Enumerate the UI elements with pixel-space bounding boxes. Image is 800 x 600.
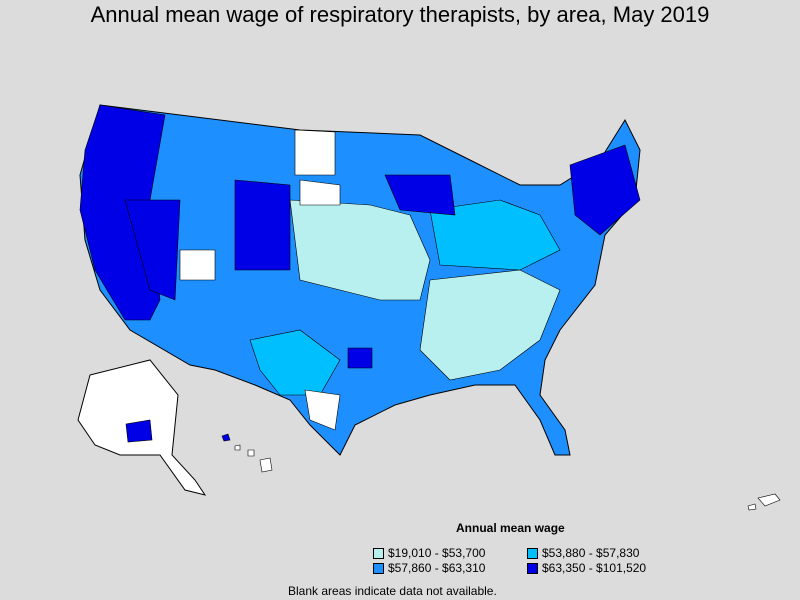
plains-low-wage-region bbox=[289, 199, 431, 301]
legend-label-3: $57,860 - $63,310 bbox=[388, 561, 486, 575]
colorado-high-region bbox=[234, 179, 291, 271]
south-low-wage-region bbox=[419, 269, 561, 381]
legend-label-2: $53,880 - $57,830 bbox=[542, 546, 640, 560]
texas-high-region bbox=[347, 347, 373, 369]
legend-swatch-1 bbox=[373, 547, 384, 559]
midwest-mid-region bbox=[429, 199, 561, 271]
map-title: Annual mean wage of respiratory therapis… bbox=[90, 2, 710, 27]
blank-area-west-texas bbox=[304, 389, 341, 431]
legend-label-1: $19,010 - $53,700 bbox=[388, 546, 486, 560]
nevada-high-region bbox=[124, 199, 181, 301]
legend-title: Annual mean wage bbox=[456, 521, 565, 535]
northeast-high-region bbox=[569, 144, 641, 236]
legend-label-4: $63,350 - $101,520 bbox=[542, 561, 647, 575]
puerto-rico-region bbox=[747, 493, 781, 511]
legend-swatch-4 bbox=[527, 562, 538, 574]
legend-swatch-2 bbox=[527, 547, 538, 559]
hawaii-region bbox=[221, 433, 273, 473]
legend-swatch-3 bbox=[373, 562, 384, 574]
great-lakes-high-region bbox=[384, 174, 456, 216]
legend-item-4: $63,350 - $101,520 bbox=[527, 561, 646, 575]
legend-item-3: $57,860 - $63,310 bbox=[373, 561, 485, 575]
alaska-high-region bbox=[125, 419, 153, 443]
legend-item-2: $53,880 - $57,830 bbox=[527, 546, 639, 560]
blank-area-nebraska bbox=[299, 179, 341, 206]
blank-area-utah bbox=[179, 249, 216, 281]
blank-area-north-dakota bbox=[294, 129, 336, 176]
footnote: Blank areas indicate data not available. bbox=[288, 584, 497, 598]
legend-item-1: $19,010 - $53,700 bbox=[373, 546, 485, 560]
